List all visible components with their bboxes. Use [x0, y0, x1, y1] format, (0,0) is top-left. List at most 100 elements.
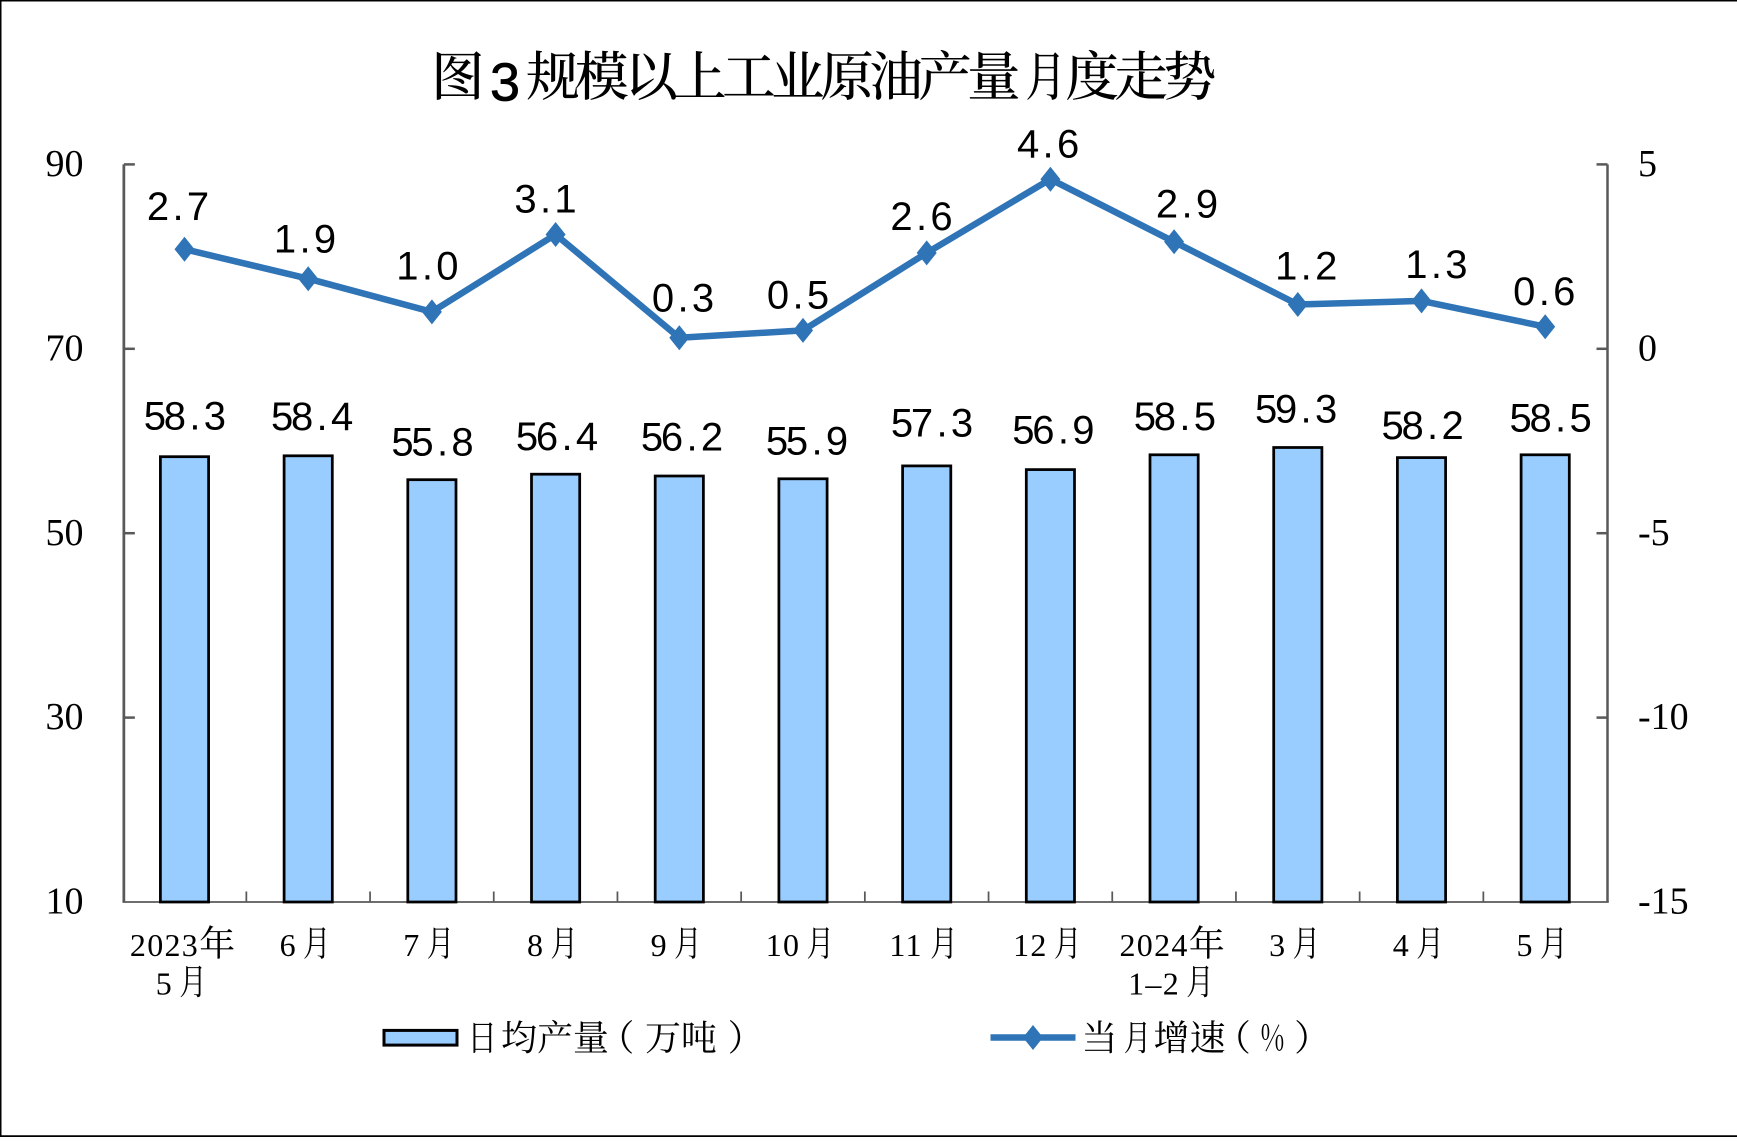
svg-text:6: 6 [661, 416, 683, 460]
svg-text:8: 8 [164, 394, 186, 438]
svg-text:1–2: 1–2 [1128, 966, 1180, 1002]
svg-text:5: 5 [641, 416, 663, 460]
svg-text:.: . [792, 274, 803, 318]
svg-text:30: 30 [46, 696, 84, 738]
svg-text:.: . [1431, 243, 1442, 287]
svg-text:5: 5 [1638, 143, 1657, 185]
svg-text:3: 3 [490, 53, 520, 113]
svg-text:2: 2 [147, 185, 169, 229]
svg-text:4: 4 [576, 415, 598, 459]
svg-text:-15: -15 [1638, 881, 1689, 923]
svg-text:5: 5 [391, 421, 413, 465]
svg-text:.: . [317, 395, 328, 439]
svg-text:9: 9 [314, 218, 336, 262]
svg-text:-5: -5 [1638, 512, 1670, 554]
svg-text:50: 50 [46, 512, 84, 554]
svg-text:7: 7 [403, 927, 420, 963]
svg-text:3: 3 [692, 277, 714, 321]
svg-text:7: 7 [911, 401, 933, 445]
svg-text:0: 0 [1638, 327, 1657, 369]
svg-text:.: . [677, 277, 688, 321]
svg-text:0: 0 [767, 274, 789, 318]
svg-text:8: 8 [291, 395, 313, 439]
svg-text:6: 6 [280, 927, 297, 963]
svg-text:4: 4 [1017, 123, 1039, 167]
svg-text:3: 3 [514, 178, 536, 222]
svg-text:.: . [936, 401, 947, 445]
svg-text:.: . [1181, 182, 1192, 226]
svg-text:3: 3 [1269, 927, 1286, 963]
svg-text:10: 10 [766, 927, 801, 963]
svg-text:5: 5 [1569, 396, 1591, 440]
svg-text:-10: -10 [1638, 696, 1689, 738]
svg-text:5: 5 [891, 401, 913, 445]
svg-text:.: . [811, 419, 822, 463]
svg-text:5: 5 [144, 394, 166, 438]
svg-text:.: . [1301, 244, 1312, 288]
svg-text:2: 2 [1441, 404, 1463, 448]
svg-text:5: 5 [1509, 396, 1531, 440]
svg-text:1: 1 [396, 244, 418, 288]
svg-text:.: . [1058, 409, 1069, 453]
svg-text:1: 1 [554, 178, 576, 222]
svg-text:5: 5 [1255, 387, 1277, 431]
svg-text:.: . [1301, 387, 1312, 431]
svg-text:1: 1 [1275, 244, 1297, 288]
svg-text:5: 5 [766, 419, 788, 463]
svg-text:11: 11 [889, 927, 922, 963]
svg-text:0: 0 [652, 277, 674, 321]
svg-text:9: 9 [651, 927, 668, 963]
svg-text:2: 2 [1156, 182, 1178, 226]
svg-text:.: . [540, 178, 551, 222]
svg-text:6: 6 [536, 415, 558, 459]
svg-text:.: . [561, 415, 572, 459]
svg-text:.: . [437, 421, 448, 465]
svg-text:.: . [1179, 395, 1190, 439]
svg-text:8: 8 [1401, 404, 1423, 448]
svg-text:5: 5 [271, 395, 293, 439]
svg-text:5: 5 [411, 421, 433, 465]
svg-text:.: . [1539, 270, 1550, 314]
svg-text:8: 8 [527, 927, 544, 963]
svg-text:0: 0 [436, 244, 458, 288]
svg-text:5: 5 [807, 274, 829, 318]
svg-text:1: 1 [1405, 243, 1427, 287]
svg-text:3: 3 [1445, 243, 1467, 287]
svg-text:10: 10 [46, 881, 84, 923]
svg-text:.: . [299, 218, 310, 262]
svg-text:.: . [422, 244, 433, 288]
svg-text:5: 5 [1381, 404, 1403, 448]
svg-text:6: 6 [1057, 123, 1079, 167]
svg-text:2: 2 [1315, 244, 1337, 288]
svg-text:9: 9 [1275, 387, 1297, 431]
svg-text:5: 5 [156, 966, 173, 1002]
svg-text:.: . [1555, 396, 1566, 440]
svg-text:90: 90 [46, 143, 84, 185]
svg-text:.: . [172, 185, 183, 229]
svg-text:9: 9 [1072, 409, 1094, 453]
svg-text:9: 9 [826, 419, 848, 463]
svg-text:2023: 2023 [130, 927, 199, 963]
svg-text:5: 5 [1012, 409, 1034, 453]
svg-text:6: 6 [1553, 270, 1575, 314]
svg-text:8: 8 [1154, 395, 1176, 439]
svg-text:12: 12 [1013, 927, 1048, 963]
svg-text:4: 4 [1393, 927, 1410, 963]
svg-text:70: 70 [46, 327, 84, 369]
svg-text:1: 1 [274, 218, 296, 262]
svg-text:5: 5 [516, 415, 538, 459]
svg-text:2024: 2024 [1120, 927, 1189, 963]
svg-text:.: . [1427, 404, 1438, 448]
svg-text:.: . [916, 195, 927, 239]
svg-text:5: 5 [1194, 395, 1216, 439]
svg-text:8: 8 [1529, 396, 1551, 440]
svg-text:4: 4 [331, 395, 353, 439]
svg-text:5: 5 [786, 419, 808, 463]
svg-text:2: 2 [890, 195, 912, 239]
svg-text:9: 9 [1196, 182, 1218, 226]
svg-text:3: 3 [1315, 387, 1337, 431]
svg-text:.: . [1043, 123, 1054, 167]
svg-text:6: 6 [930, 195, 952, 239]
svg-text:.: . [686, 416, 697, 460]
svg-text:0: 0 [1513, 270, 1535, 314]
